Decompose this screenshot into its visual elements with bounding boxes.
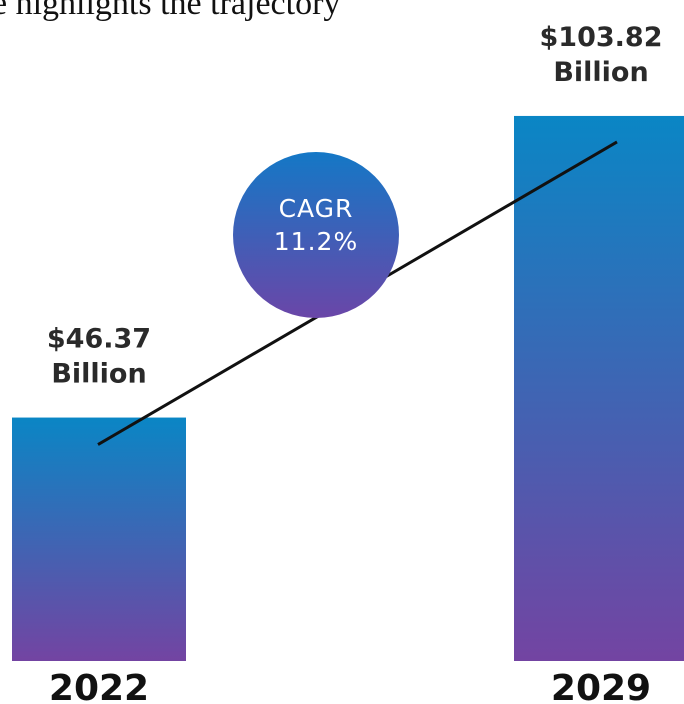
year-label-2022: 2022: [49, 668, 149, 704]
year-label-2029: 2029: [551, 668, 651, 704]
value-label-2022-line1: $46.37: [47, 324, 151, 355]
value-label-2029-line1: $103.82: [540, 22, 663, 53]
value-label-2029-line2: Billion: [553, 57, 648, 88]
value-label-2022-line2: Billion: [51, 359, 146, 390]
value-labels-layer: $46.37 Billion $103.82 Billion: [47, 22, 663, 390]
year-labels-layer: 2022 2029: [49, 668, 651, 704]
bars-layer: [12, 115, 684, 661]
cagr-label: CAGR: [279, 194, 354, 223]
bar-2022: [12, 417, 186, 661]
cagr-value: 11.2%: [274, 227, 358, 256]
cagr-badge: CAGR 11.2%: [233, 152, 399, 318]
bar-2029: [514, 115, 684, 661]
cagr-circle: [233, 152, 399, 318]
cropped-header-text: e highlights the trajectory: [0, 0, 340, 22]
